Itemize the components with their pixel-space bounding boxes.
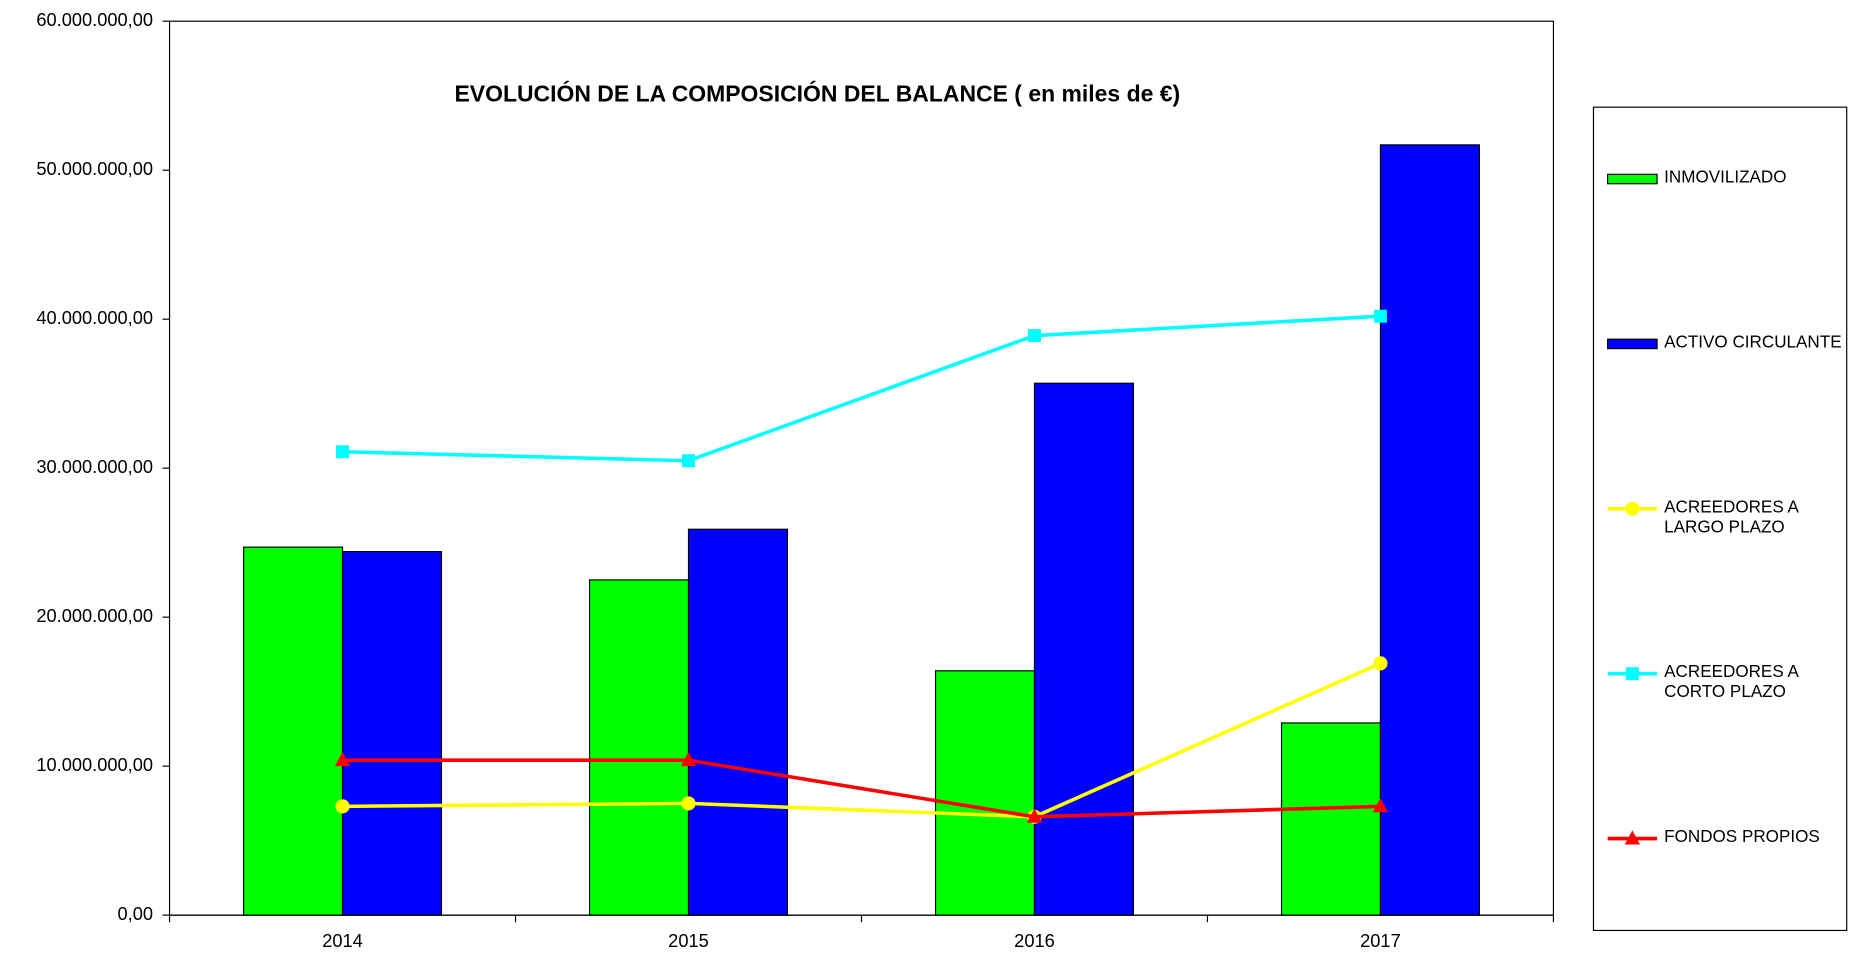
legend-entry: FONDOS PROPIOS	[1664, 827, 1820, 847]
chart-title: EVOLUCIÓN DE LA COMPOSICIÓN DEL BALANCE …	[454, 80, 1180, 106]
legend-label: INMOVILIZADO	[1664, 168, 1787, 188]
legend-entry: ACTIVO CIRCULANTE	[1664, 333, 1842, 353]
legend-swatch	[1607, 173, 1658, 185]
line-marker	[682, 454, 695, 468]
line-marker	[1373, 309, 1387, 323]
x-tick-label: 2017	[1360, 930, 1401, 951]
bar	[243, 546, 344, 916]
bar	[687, 528, 789, 916]
y-tick-label: 60.000.000,00	[36, 9, 153, 30]
legend-entry: ACREEDORES A CORTO PLAZO	[1664, 663, 1798, 702]
line-marker	[681, 796, 696, 811]
y-tick-label: 50.000.000,00	[36, 158, 153, 179]
legend-entry: INMOVILIZADO	[1664, 168, 1787, 188]
bar	[1280, 722, 1382, 916]
bar	[341, 551, 443, 916]
line	[342, 758, 1381, 819]
line-marker	[1373, 656, 1388, 671]
legend-label: ACREEDORES A CORTO PLAZO	[1664, 663, 1798, 702]
legend-swatch	[1607, 338, 1658, 350]
x-tick-label: 2014	[322, 930, 363, 951]
bar	[934, 670, 1036, 916]
line-marker	[1027, 329, 1041, 343]
bar	[588, 579, 690, 916]
y-tick-label: 40.000.000,00	[36, 307, 153, 328]
line-marker	[680, 751, 697, 767]
x-tick-label: 2016	[1014, 930, 1055, 951]
line	[342, 314, 1381, 463]
legend-label: ACTIVO CIRCULANTE	[1664, 333, 1842, 353]
y-tick-label: 30.000.000,00	[36, 456, 153, 477]
line-marker	[336, 445, 350, 459]
line-marker	[1026, 808, 1043, 823]
bar	[1033, 382, 1134, 916]
legend-entry: ACREEDORES A LARGO PLAZO	[1664, 498, 1798, 538]
y-tick-label: 20.000.000,00	[36, 605, 153, 626]
line	[342, 661, 1382, 819]
line-marker	[334, 751, 351, 767]
legend-label: ACREEDORES A LARGO PLAZO	[1664, 498, 1798, 538]
line-marker	[1372, 798, 1389, 813]
y-tick-label: 0,00	[118, 903, 154, 924]
line-marker	[335, 799, 350, 814]
legend-marker	[1625, 667, 1639, 681]
legend-marker	[1624, 830, 1640, 845]
bar	[1379, 144, 1480, 916]
legend	[1592, 106, 1848, 932]
legend-marker	[1625, 501, 1640, 516]
y-tick-label: 10.000.000,00	[36, 754, 153, 775]
legend-label: FONDOS PROPIOS	[1664, 827, 1820, 847]
x-tick-label: 2015	[668, 930, 709, 951]
